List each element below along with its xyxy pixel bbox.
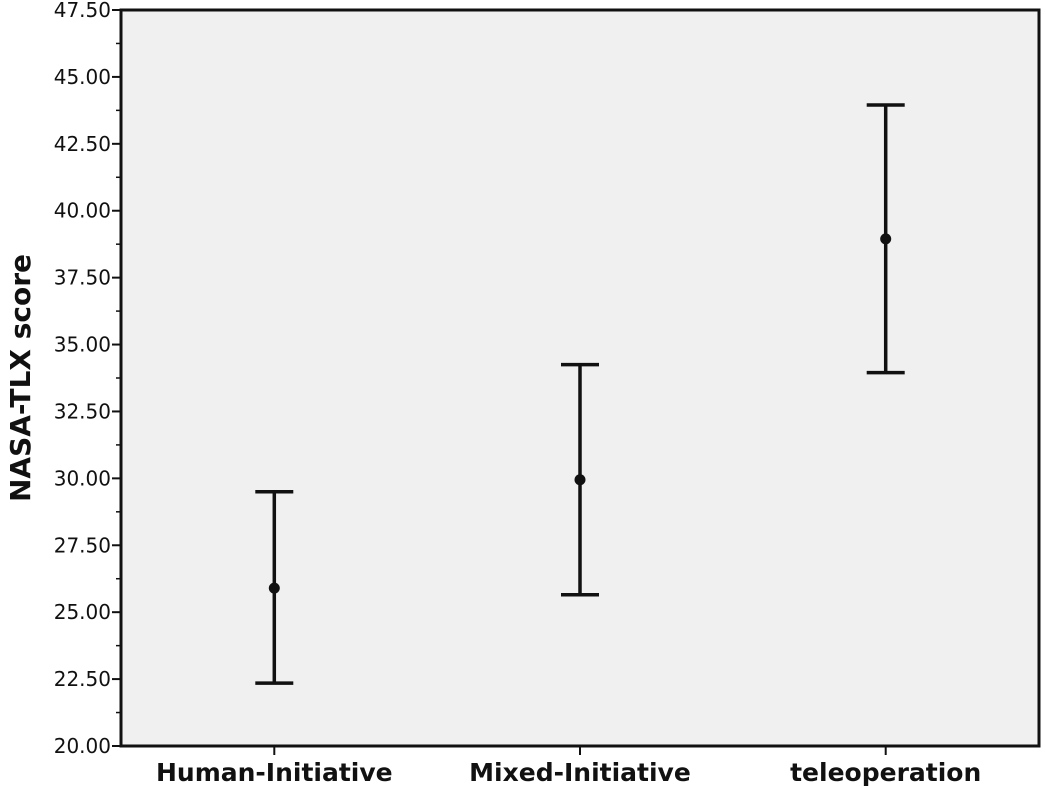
y-tick-label: 35.00 xyxy=(54,333,111,357)
x-axis: Human-Initiative Mixed-Initiative teleoper… xyxy=(156,746,981,787)
y-axis-title: NASA-TLX score xyxy=(4,254,37,502)
category-label: Human-Initiative xyxy=(156,758,393,787)
y-tick-label: 22.50 xyxy=(54,667,111,691)
y-tick-label: 47.50 xyxy=(54,0,111,22)
error-bars xyxy=(255,103,905,685)
y-tick-label: 25.00 xyxy=(54,600,111,624)
y-tick-label: 42.50 xyxy=(54,132,111,156)
mean-point xyxy=(574,474,586,486)
y-axis: 20.00 22.50 25.00 27.50 30.00 32.50 35.00 37.50… xyxy=(54,0,121,758)
y-tick-label: 40.00 xyxy=(54,199,111,223)
category-label: teleoperation xyxy=(790,758,981,787)
mean-point xyxy=(880,233,892,245)
error-bar xyxy=(255,489,294,685)
y-tick-label: 30.00 xyxy=(54,466,111,490)
y-tick-label: 45.00 xyxy=(54,65,111,89)
y-tick-label: 37.50 xyxy=(54,266,111,290)
mean-point xyxy=(268,582,280,594)
error-bar xyxy=(866,103,905,375)
error-bar xyxy=(561,362,599,597)
y-tick-label: 20.00 xyxy=(54,734,111,758)
y-tick-label: 27.50 xyxy=(54,533,111,557)
y-tick-label: 32.50 xyxy=(54,399,111,423)
category-label: Mixed-Initiative xyxy=(469,758,691,787)
